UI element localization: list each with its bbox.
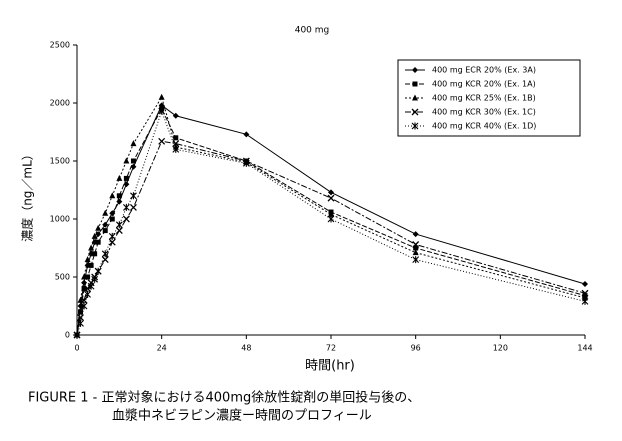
marker [582,281,588,287]
y-tick-label: 1500 [50,157,70,166]
marker [109,239,115,245]
marker [123,204,129,211]
y-tick-label: 500 [55,273,70,282]
x-tick-label: 48 [241,344,251,353]
series-line [77,141,585,335]
marker [117,193,122,198]
marker [413,231,419,237]
marker [124,176,129,181]
marker [92,251,97,256]
y-tick-label: 2500 [50,41,70,50]
marker [116,221,122,228]
y-tick-label: 0 [65,331,70,340]
x-tick-label: 72 [326,344,336,353]
marker [89,263,94,268]
marker [123,216,129,222]
marker [159,94,165,100]
marker [123,158,129,164]
marker [96,240,101,245]
marker [131,159,136,164]
x-tick-label: 0 [74,344,79,353]
marker [116,175,122,181]
legend-label: 400 mg KCR 20% (Ex. 1A) [432,80,536,89]
marker [102,210,108,216]
marker [413,256,419,263]
marker [173,135,178,140]
marker [328,216,334,223]
x-tick-label: 120 [493,344,508,353]
y-axis-label: 濃度（ng／mL） [20,148,35,242]
marker [102,257,108,263]
marker [95,225,101,231]
marker [159,138,165,144]
x-axis-label: 時間(hr) [305,359,355,374]
marker [95,268,101,275]
marker [110,217,115,222]
marker [413,82,418,87]
marker [109,233,115,240]
caption: FIGURE 1 - 正常対象における400mg徐放性錠剤の単回投与後の、 [28,390,420,406]
x-tick-label: 144 [577,344,592,353]
y-tick-label: 2000 [50,99,70,108]
legend-label: 400 mg KCR 30% (Ex. 1C) [432,108,536,117]
marker [130,204,136,210]
caption: 血漿中ネビラピン濃度ー時間のプロフィール [112,408,372,424]
marker [103,228,108,233]
y-tick-label: 1000 [50,215,70,224]
marker [130,192,136,199]
marker [243,131,249,137]
legend-label: 400 mg KCR 40% (Ex. 1D) [432,122,536,131]
legend-label: 400 mg KCR 25% (Ex. 1B) [432,94,536,103]
chart-title: 400 mg [295,26,330,36]
legend-label: 400 mg ECR 20% (Ex. 3A) [432,66,536,75]
x-tick-label: 24 [157,344,167,353]
series-line [77,111,585,335]
marker [582,298,588,305]
marker [109,192,115,198]
marker [123,181,129,187]
marker [328,195,334,201]
x-tick-label: 96 [411,344,421,353]
marker [328,189,334,195]
